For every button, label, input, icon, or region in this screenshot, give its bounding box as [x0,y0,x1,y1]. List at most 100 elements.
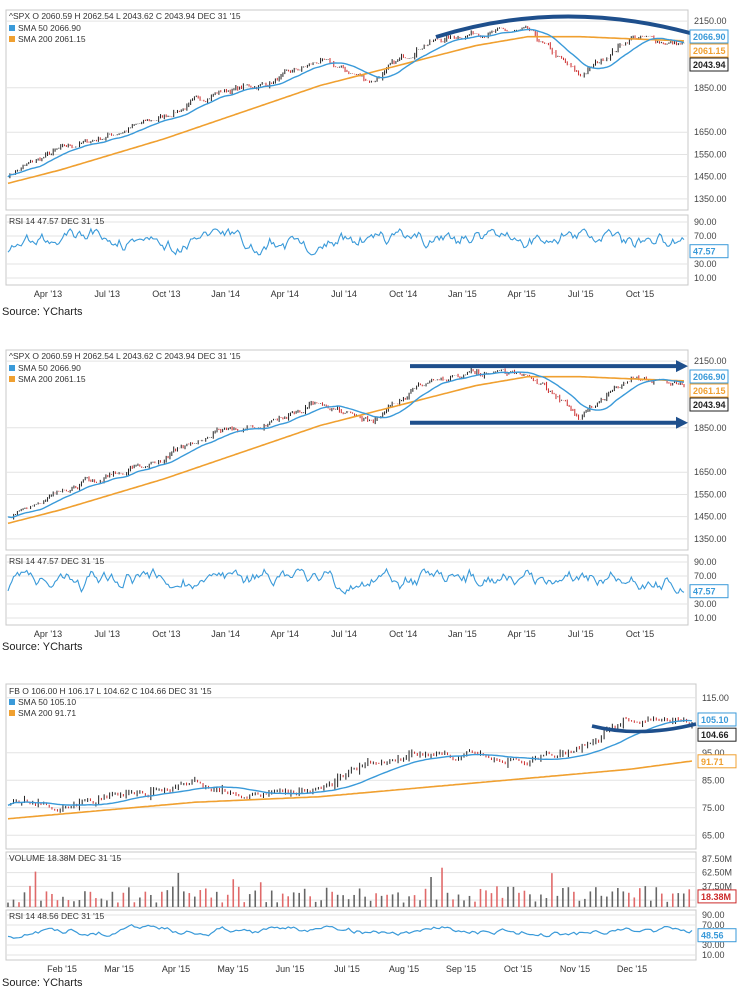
value-badge-box [689,43,729,58]
arrow-head [676,416,688,429]
x-tick-label: Jul '13 [94,289,120,299]
x-tick-label: May '15 [217,964,248,974]
y-tick-label: 70.00 [694,571,717,581]
spx-chart-1: 2150.00 1850.00 1650.00 1550.00 1450.00 1350.… [0,0,750,310]
sma-200-line [7,760,693,820]
source-label: Source: YCharts [2,306,83,318]
x-tick-label: Mar '15 [104,964,134,974]
x-tick-label: Aug '15 [389,964,419,974]
y-tick-label: 10.00 [694,273,717,283]
x-tick-label: Jul '14 [331,289,357,299]
value-badge: 105.10 [701,715,729,725]
value-badge-box [697,928,737,943]
legend-sma200: SMA 200 2061.15 [18,374,86,384]
value-badge-box [689,369,729,384]
x-tick-label: Sep '15 [446,964,476,974]
legend-swatch [9,36,15,42]
x-tick-label: Feb '15 [47,964,77,974]
x-tick-label: Jun '15 [276,964,305,974]
y-tick-label: 90.00 [702,910,725,920]
y-tick-label: 1650.00 [694,127,727,137]
value-badge: 104.66 [701,730,729,740]
x-tick-label: Apr '14 [271,289,299,299]
x-tick-label: Apr '15 [507,629,535,639]
value-badge-box [689,244,729,259]
chart-svg: 2150.00 1850.00 1650.00 1550.00 1450.00 1350.… [5,9,729,299]
x-tick-label: Oct '15 [626,289,654,299]
value-badge-box [689,383,729,398]
x-tick-label: Jan '14 [211,289,240,299]
fb-chart: 115.00 95.00 85.00 75.00 65.00 FB O 106.00 H … [0,680,750,980]
support-arc [591,722,697,734]
value-badge-box [697,754,737,769]
panel-frame [5,9,689,211]
rsi-legend: RSI 14 47.57 DEC 31 '15 [9,556,104,566]
y-tick-label: 30.00 [694,259,717,269]
value-badge: 2061.15 [693,386,726,396]
sma-200-line [7,35,685,185]
value-badge-box [689,29,729,44]
y-tick-label: 10.00 [702,950,725,960]
y-tick-label: 90.00 [694,557,717,567]
legend-title: FB O 106.00 H 106.17 L 104.62 C 104.66 D… [9,686,212,696]
legend-swatch [9,710,15,716]
value-badge: 2066.90 [693,32,726,42]
value-badge: 2061.15 [693,46,726,56]
x-tick-label: Apr '13 [34,629,62,639]
legend-swatch [9,25,15,31]
y-tick-label: 1850.00 [694,423,727,433]
x-tick-label: Jul '14 [331,629,357,639]
value-badge: 47.57 [693,247,716,257]
spx-chart-2: 2150.00 1850.00 1650.00 1550.00 1450.00 1350.… [0,340,750,645]
x-tick-label: Oct '15 [626,629,654,639]
rsi-line [7,923,693,939]
rsi-line [7,227,685,256]
legend-sma50: SMA 50 105.10 [18,697,76,707]
y-tick-label: 75.00 [702,803,725,813]
y-tick-label: 85.00 [702,775,725,785]
y-tick-label: 37.50M [702,881,732,891]
y-tick-label: 115.00 [702,693,729,703]
chart-svg: 115.00 95.00 85.00 75.00 65.00 FB O 106.00 H … [5,683,737,974]
value-badge: 47.57 [693,587,716,597]
sma-200-line [7,375,685,525]
x-tick-label: Jan '15 [448,629,477,639]
sma-50-line [7,371,685,519]
x-tick-label: Oct '14 [389,629,417,639]
y-tick-label: 2150.00 [694,356,727,366]
panel-frame [5,683,697,850]
value-badge-box [689,584,729,599]
value-badge: 91.71 [701,757,724,767]
sma-50-line [7,28,685,178]
panel-frame [5,909,697,961]
value-badge: 2066.90 [693,372,726,382]
x-tick-label: Apr '14 [271,629,299,639]
volume-legend: VOLUME 18.38M DEC 31 '15 [9,853,121,863]
y-tick-label: 1550.00 [694,149,727,159]
y-tick-label: 70.00 [694,231,717,241]
x-tick-label: Jul '15 [568,289,594,299]
value-badge: 18.38M [701,892,731,902]
x-tick-label: Jul '15 [334,964,360,974]
legend-swatch [9,699,15,705]
panel-frame [5,349,689,551]
y-tick-label: 87.50M [702,854,732,864]
y-tick-label: 1450.00 [694,512,727,522]
y-tick-label: 70.00 [702,920,725,930]
panel-frame [5,851,697,908]
legend-swatch [9,376,15,382]
legend-title: ^SPX O 2060.59 H 2062.54 L 2043.62 C 204… [9,351,241,361]
x-tick-label: Jan '15 [448,289,477,299]
y-tick-label: 1550.00 [694,489,727,499]
y-tick-label: 62.50M [702,868,732,878]
y-tick-label: 1350.00 [694,194,727,204]
value-badge-box [697,727,737,742]
y-tick-label: 90.00 [694,217,717,227]
value-badge-box [689,57,729,72]
y-tick-label: 30.00 [694,599,717,609]
value-badge-box [697,889,737,904]
source-label: Source: YCharts [2,641,83,653]
x-tick-label: Oct '14 [389,289,417,299]
legend-swatch [9,365,15,371]
legend-sma200: SMA 200 91.71 [18,708,76,718]
